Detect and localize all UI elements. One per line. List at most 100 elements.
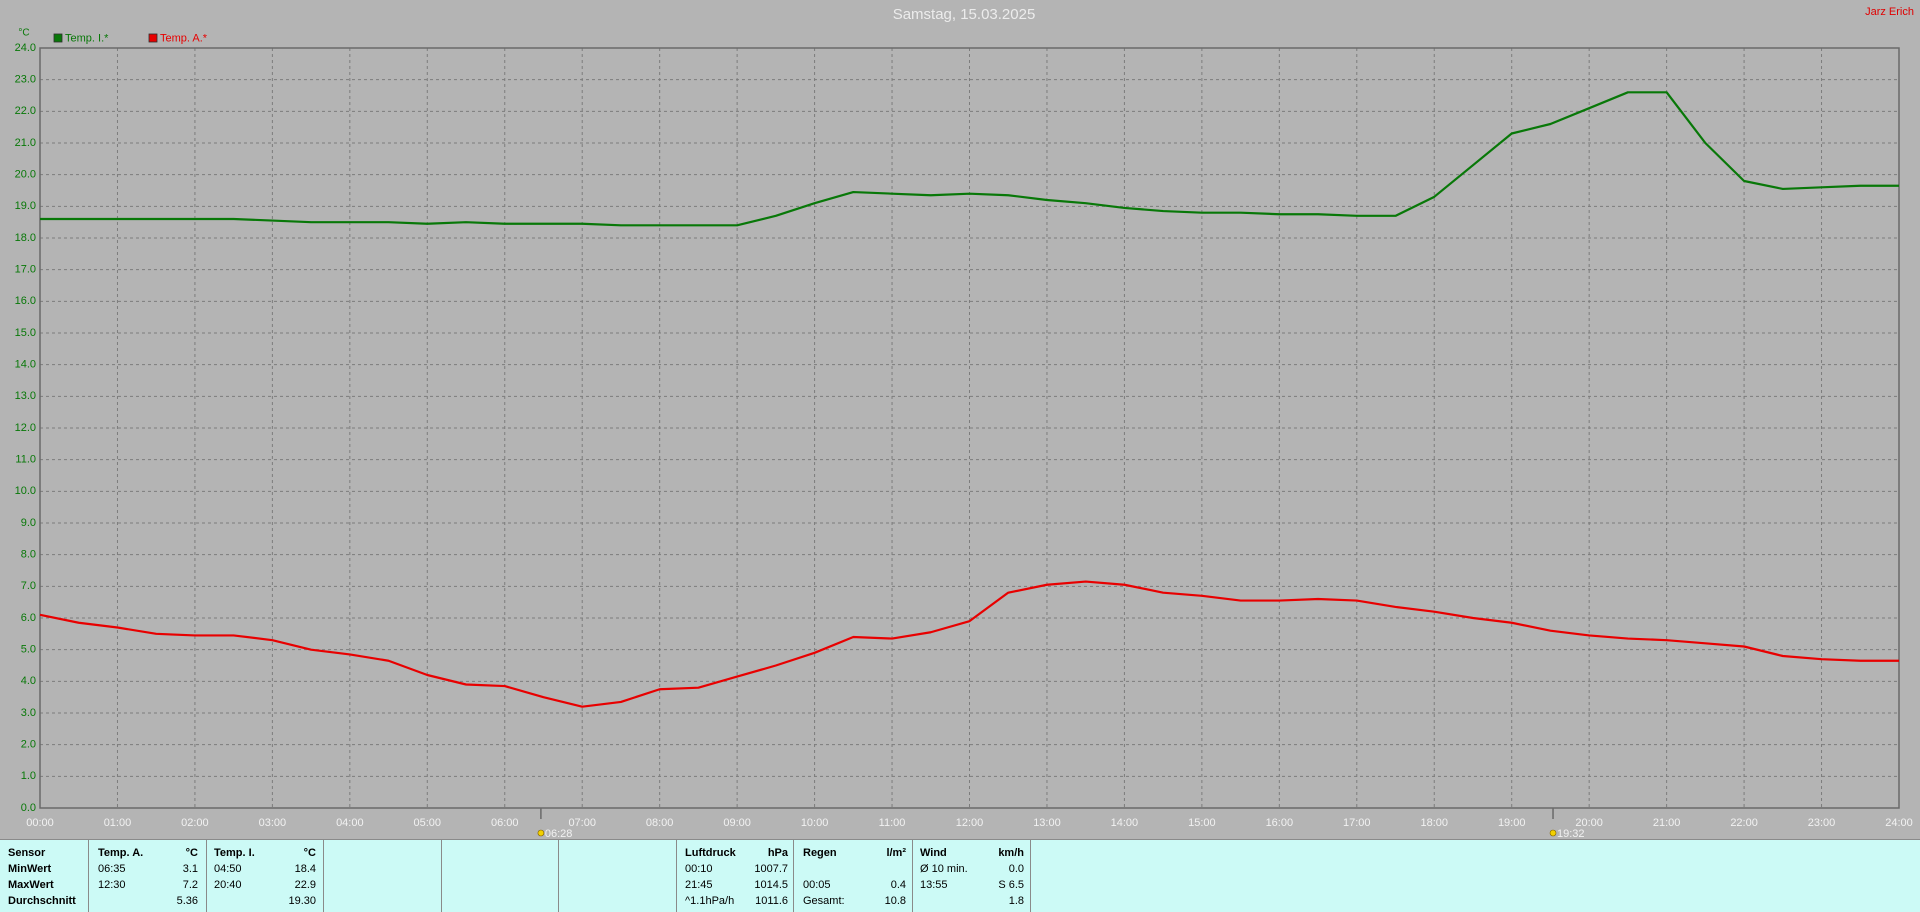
series-line [39,580,1899,708]
table-cell: S 6.5 [998,879,1024,891]
plot-frame [39,47,1900,809]
table-cell: 7.2 [183,879,198,891]
y-tick-label: 3.0 [21,707,36,719]
table-background [0,839,1920,912]
y-tick-label: 19.0 [15,200,36,212]
table-header: l/m² [886,847,906,859]
x-tick-label: 18:00 [1420,817,1448,829]
x-tick-label: 00:00 [26,817,54,829]
x-tick-label: 01:00 [104,817,132,829]
y-tick-label: 12.0 [15,422,36,434]
y-tick-label: 1.0 [21,770,36,782]
x-tick-label: 14:00 [1111,817,1139,829]
y-tick-label: 15.0 [15,327,36,339]
table-header: Temp. I. [214,847,255,859]
table-cell: 00:10 [685,863,713,875]
y-tick-label: 13.0 [15,390,36,402]
x-tick-label: 04:00 [336,817,364,829]
y-tick-label: 16.0 [15,295,36,307]
x-tick-label: 02:00 [181,817,209,829]
table-header: hPa [768,847,789,859]
y-tick-label: 22.0 [15,105,36,117]
table-header: Sensor [8,847,46,859]
table-cell: 1007.7 [754,863,788,875]
table-header: Temp. A. [98,847,143,859]
table-cell: 18.4 [295,863,316,875]
annotation-label: 06:28 [545,828,573,840]
x-tick-label: 09:00 [723,817,751,829]
table-header: Luftdruck [685,847,737,859]
table-cell: 3.1 [183,863,198,875]
table-header: °C [186,847,198,859]
y-tick-label: 18.0 [15,232,36,244]
y-tick-label: 4.0 [21,675,36,687]
legend-label: Temp. A.* [160,32,208,44]
table-cell: Gesamt: [803,895,845,907]
y-tick-label: 2.0 [21,739,36,751]
y-tick-label: 9.0 [21,517,36,529]
y-tick-label: 6.0 [21,612,36,624]
y-tick-label: 5.0 [21,644,36,656]
legend-swatch [148,33,158,43]
x-tick-label: 19:00 [1498,817,1526,829]
table-cell: 21:45 [685,879,713,891]
table-cell: 20:40 [214,879,242,891]
y-tick-label: 7.0 [21,580,36,592]
sun-icon [1549,829,1557,837]
legend-swatch [53,33,63,43]
table-cell: 1014.5 [754,879,788,891]
table-header: °C [304,847,316,859]
table-cell: 12:30 [98,879,126,891]
table-cell: 0.0 [1009,863,1024,875]
x-tick-label: 13:00 [1033,817,1061,829]
x-tick-label: 16:00 [1266,817,1294,829]
table-cell: 22.9 [295,879,316,891]
table-cell: 5.36 [177,895,198,907]
x-tick-label: 24:00 [1885,817,1913,829]
annotation-label: 19:32 [1557,828,1585,840]
x-tick-label: 08:00 [646,817,674,829]
x-tick-label: 07:00 [568,817,596,829]
series-line [40,91,1899,227]
y-tick-label: 21.0 [15,137,36,149]
sun-icon [537,829,545,837]
x-tick-label: 15:00 [1188,817,1216,829]
table-cell: 0.4 [891,879,906,891]
table-borders [0,839,1920,912]
y-tick-label: 10.0 [15,485,36,497]
y-tick-label: 23.0 [15,74,36,86]
table-cell: 19.30 [288,895,316,907]
table-cell: 10.8 [885,895,906,907]
table-cell: Durchschnitt [8,895,76,907]
x-tick-label: 23:00 [1808,817,1836,829]
table-cell: 13:55 [920,879,948,891]
legend-label: Temp. I.* [65,32,109,44]
y-tick-label: 24.0 [15,42,36,54]
x-tick-label: 17:00 [1343,817,1371,829]
x-tick-label: 05:00 [414,817,442,829]
x-tick-label: 21:00 [1653,817,1681,829]
table-header: Regen [803,847,837,859]
table-cell: 04:50 [214,863,242,875]
y-tick-label: 11.0 [15,454,36,466]
table-cell: 1.8 [1009,895,1024,907]
x-tick-label: 12:00 [956,817,984,829]
table-cell: Ø 10 min. [920,863,968,875]
y-axis-label: °C [18,28,29,39]
y-tick-label: 0.0 [21,802,36,814]
x-tick-label: 20:00 [1575,817,1603,829]
x-tick-label: 11:00 [879,817,906,829]
table-cell: MaxWert [8,879,54,891]
table-cell: 1011.6 [755,895,788,907]
x-tick-label: 03:00 [259,817,287,829]
y-tick-label: 14.0 [15,359,36,371]
author: Jarz Erich [1865,6,1914,18]
table-header: Wind [920,847,947,859]
x-tick-label: 22:00 [1730,817,1758,829]
x-tick-label: 10:00 [801,817,829,829]
y-tick-label: 8.0 [21,549,36,561]
table-cell: 06:35 [98,863,126,875]
y-tick-label: 20.0 [15,169,36,181]
